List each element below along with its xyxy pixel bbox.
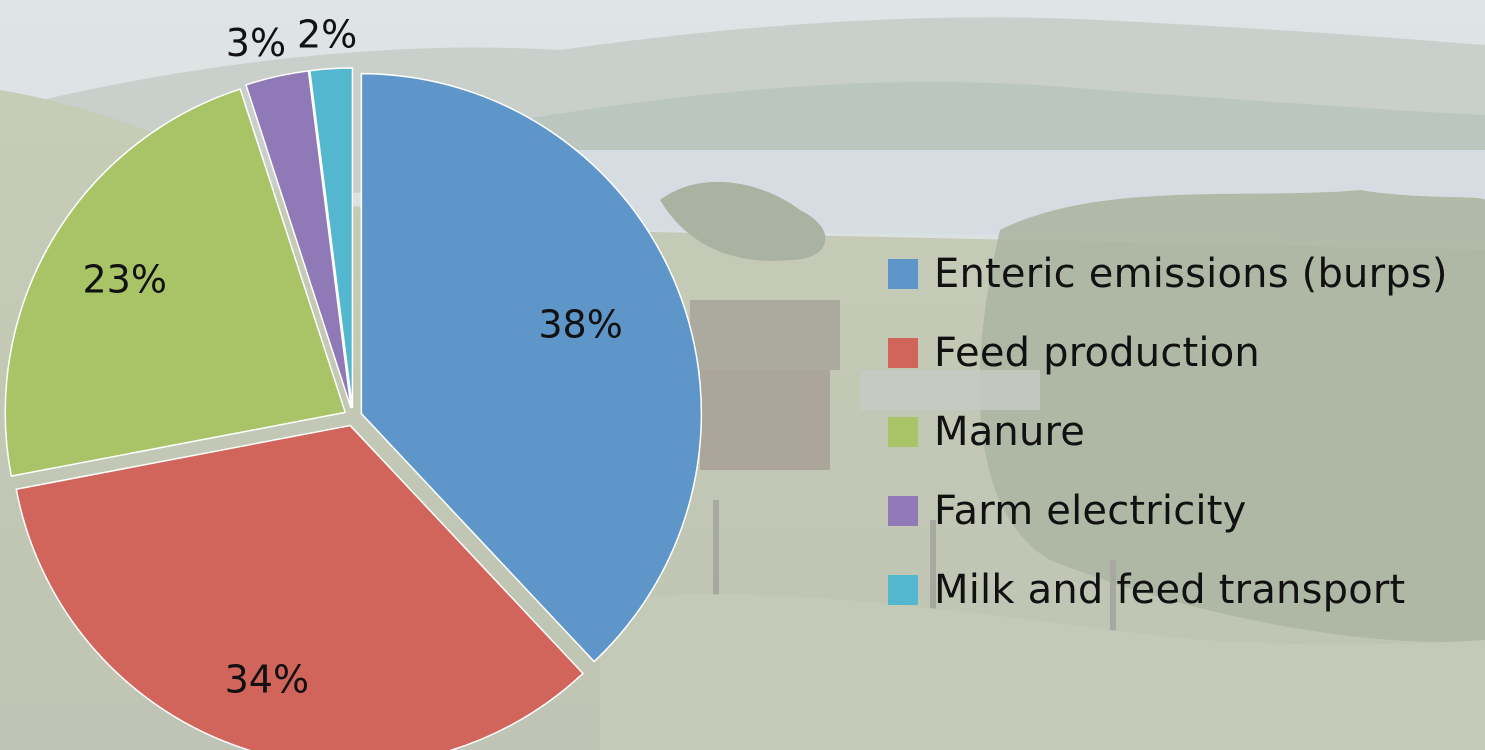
legend-label: Feed production [934,329,1260,376]
legend-label: Farm electricity [934,487,1247,534]
legend-swatch [888,258,918,289]
data-label: 2% [297,12,357,56]
legend-swatch [888,337,918,368]
legend-item: Farm electricity [888,471,1448,550]
chart-legend: Enteric emissions (burps) Feed productio… [888,234,1448,629]
data-label: 23% [82,258,166,302]
pie-slice [308,67,354,409]
legend-label: Milk and feed transport [934,566,1406,613]
legend-swatch [888,416,918,447]
legend-swatch [888,495,918,526]
pie-slice [360,72,703,663]
pie-slice [245,70,352,409]
data-label: 3% [226,21,286,65]
legend-swatch [888,574,918,605]
pie-slice [4,88,347,478]
legend-item: Milk and feed transport [888,550,1448,629]
legend-label: Enteric emissions (burps) [934,250,1448,297]
pie-slice [15,424,585,750]
legend-item: Manure [888,392,1448,471]
legend-item: Feed production [888,313,1448,392]
legend-item: Enteric emissions (burps) [888,234,1448,313]
legend-label: Manure [934,408,1086,455]
data-label: 38% [538,302,622,346]
data-label: 34% [225,658,309,702]
